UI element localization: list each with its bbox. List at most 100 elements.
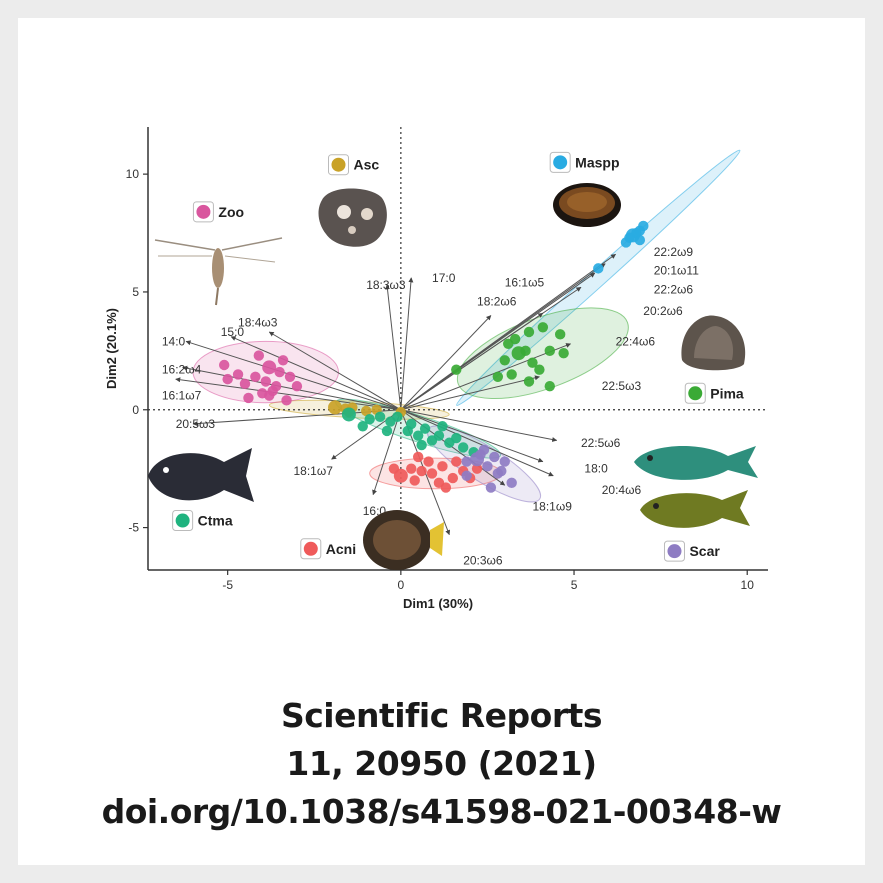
figure-caption: Scientific Reports 11, 20950 (2021) doi.… [0,692,883,836]
loading-label: 15:0 [221,325,245,339]
data-point [416,465,427,477]
loading-arrow [400,272,596,411]
data-point [451,432,462,444]
loading-arrow [268,331,402,411]
data-point [471,463,483,474]
loading-arrow [400,409,554,477]
data-point [506,369,517,380]
loading-label: 22:5ω3 [602,379,642,393]
angelfish-image [363,510,444,570]
data-point [534,364,545,375]
x-tick-label: -5 [222,578,233,592]
data-point [485,482,497,493]
loading-arrow [400,315,492,411]
loading-label: 22:2ω9 [654,245,694,259]
loading-arrow [400,409,558,442]
data-point [239,378,251,390]
loading-arrow [385,284,402,410]
x-tick-label: 0 [398,578,405,592]
group-marker [331,157,346,172]
doi-link[interactable]: doi.org/10.1038/s41598-021-00348-w [101,792,782,831]
data-point [361,405,372,417]
data-point [381,425,393,437]
y-tick-label: 0 [132,403,139,417]
group-label: Maspp [575,154,619,170]
data-point [274,366,285,378]
loading-arrow [175,377,401,411]
data-point [406,418,417,430]
data-point [461,456,472,467]
zooplankton-image [154,237,283,306]
data-point [558,348,569,359]
loading-label: 16:1ω5 [505,276,545,290]
loading-label: 22:4ω6 [616,334,656,348]
masculinea-image [553,183,621,227]
data-point [437,421,448,432]
data-point [388,463,400,474]
data-point [447,472,459,484]
pima-image [681,315,746,371]
data-point [243,392,254,404]
data-point [537,322,549,333]
loading-arrow [400,277,414,410]
data-point [523,326,535,338]
data-point [499,456,510,467]
group-label: Scar [689,543,720,559]
data-point [284,371,296,382]
loading-arrow [400,409,506,486]
figure-card [18,18,865,865]
loading-label: 18:2ω6 [477,294,517,308]
data-point [620,237,632,248]
data-point [416,439,427,451]
data-point [492,371,504,382]
group-label: Pima [710,385,744,401]
data-point [506,477,517,489]
data-point [419,423,431,434]
data-point [634,234,646,246]
data-point [527,357,538,368]
data-point [440,482,452,493]
data-point [544,345,555,357]
data-point [264,390,275,401]
group-label: Ctma [198,513,233,529]
data-point [544,381,555,392]
data-point [291,381,303,392]
loading-label: 18:1ω9 [532,499,572,513]
data-point [412,451,424,463]
data-point [461,470,472,481]
data-point [260,376,271,387]
group-label: Zoo [218,204,244,220]
data-point [451,364,462,375]
loading-label: 20:1ω11 [654,264,700,278]
group-marker [553,155,568,170]
loading-arrow [372,409,402,496]
data-point [406,463,417,474]
loading-label: 18:1ω7 [293,464,333,478]
y-tick-label: 5 [132,285,139,299]
loading-label: 18:0 [584,462,608,476]
data-point [357,421,368,432]
loading-label: 18:4ω3 [238,316,278,330]
data-point [482,461,493,472]
loading-arrow [230,336,402,411]
data-point [489,451,500,463]
data-point [277,355,289,366]
data-point [433,430,445,441]
data-point [451,456,462,467]
confidence-ellipse [456,149,741,406]
data-point [409,475,420,486]
journal-name: Scientific Reports [280,696,603,735]
group-marker [688,386,703,401]
data-point [253,350,265,361]
y-tick-label: 10 [126,167,140,181]
loading-arrow [182,365,401,411]
loading-label: 22:5ω6 [581,436,621,450]
loading-arrow [400,409,544,463]
data-point [554,329,566,340]
loading-label: 18:3ω3 [366,278,406,292]
data-point [262,360,277,375]
loading-label: 16:1ω7 [162,389,202,403]
data-point [392,411,403,423]
y-axis-title: Dim2 (20.1%) [104,308,119,389]
